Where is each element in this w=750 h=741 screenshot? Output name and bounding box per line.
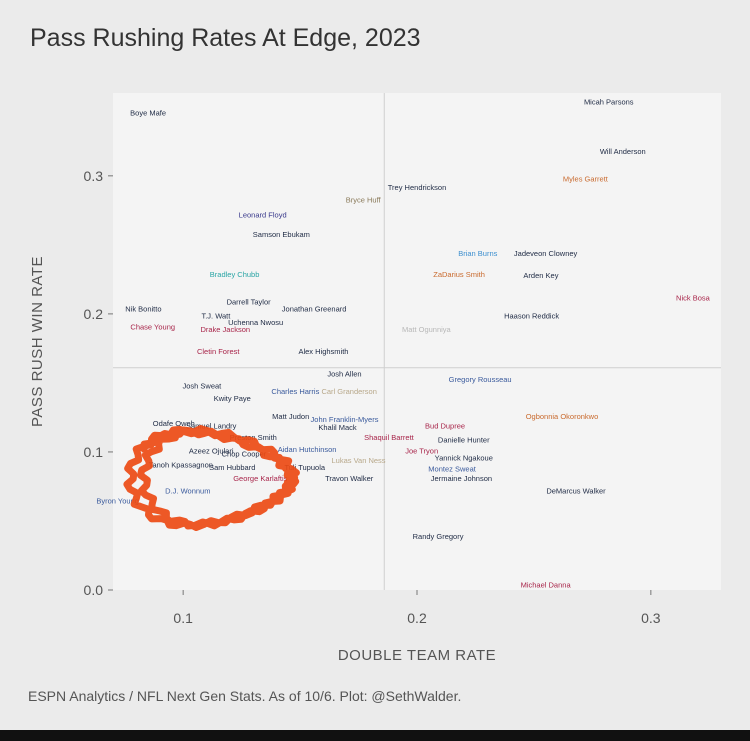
- player-label: Azeez Ojulari: [189, 447, 234, 456]
- x-tick-label: 0.3: [641, 610, 661, 626]
- player-label: Joe Tryon: [405, 447, 438, 456]
- player-label: Yannick Ngakoue: [435, 453, 493, 462]
- player-label: Matt Ogunniya: [402, 325, 452, 334]
- chart-title: Pass Rushing Rates At Edge, 2023: [30, 24, 421, 52]
- player-label: Nick Bosa: [676, 293, 711, 302]
- reference-lines: [113, 93, 721, 590]
- player-label: Samson Ebukam: [253, 230, 310, 239]
- player-label: Chase Young: [130, 322, 175, 331]
- player-label: Trey Hendrickson: [388, 183, 447, 192]
- player-label: Brian Burns: [458, 249, 497, 258]
- player-label: Darrell Taylor: [227, 297, 272, 306]
- player-label: Boye Mafe: [130, 108, 166, 117]
- player-label: Alex Highsmith: [298, 347, 348, 356]
- player-label: Carl Granderson: [321, 387, 376, 396]
- player-label: Josh Allen: [327, 369, 361, 378]
- player-label: Uchenna Nwosu: [228, 318, 283, 327]
- y-tick-label: 0.1: [84, 444, 104, 460]
- player-label: T.J. Watt: [201, 311, 231, 320]
- player-label: ZaDarius Smith: [433, 270, 485, 279]
- x-axis-label: DOUBLE TEAM RATE: [338, 647, 496, 664]
- player-label: Michael Danna: [521, 580, 572, 589]
- bottom-bar: [0, 730, 750, 741]
- player-label: Montez Sweat: [428, 465, 476, 474]
- y-axis: 0.0 0.1 0.2 0.3: [84, 168, 113, 598]
- player-label: Jermaine Johnson: [431, 474, 492, 483]
- scatter-chart: 0.0 0.1 0.2 0.3 0.1 0.2 0.3 Micah Parsons Boye…: [29, 93, 721, 664]
- x-tick-label: 0.1: [173, 610, 193, 626]
- player-label: Gregory Rousseau: [449, 375, 512, 384]
- player-label: Bradley Chubb: [210, 270, 260, 279]
- player-label: Travon Walker: [325, 474, 374, 483]
- player-label: Myles Garrett: [563, 175, 609, 184]
- player-label: Haason Reddick: [504, 311, 559, 320]
- player-label: Tuli Tupuola: [284, 463, 325, 472]
- x-tick-label: 0.2: [407, 610, 427, 626]
- player-label: Cletin Forest: [197, 347, 240, 356]
- player-label: Chop Cooper: [222, 449, 267, 458]
- player-label: Lukas Van Ness: [332, 456, 386, 465]
- player-label: Danielle Hunter: [438, 436, 490, 445]
- player-label: Ogbonnia Okoronkwo: [526, 412, 599, 421]
- player-label: Shaquil Barrett: [364, 433, 415, 442]
- player-label: George Karlaftis: [233, 474, 287, 483]
- y-tick-label: 0.2: [84, 306, 104, 322]
- player-label: Aidan Hutchinson: [278, 445, 337, 454]
- player-label: Kwity Paye: [214, 394, 251, 403]
- player-label: Sam Hubbard: [209, 463, 255, 472]
- player-label: Samuel Landry: [186, 422, 237, 431]
- player-label: Matt Judon: [272, 412, 309, 421]
- player-label: Micah Parsons: [584, 97, 634, 106]
- source-caption: ESPN Analytics / NFL Next Gen Stats. As …: [28, 688, 462, 704]
- player-label: Byron Young: [96, 496, 139, 505]
- y-tick-label: 0.0: [84, 582, 104, 598]
- hand-drawn-circle-annotation: [123, 425, 300, 531]
- player-label: Randy Gregory: [413, 532, 464, 541]
- player-label: DeMarcus Walker: [546, 487, 606, 496]
- player-label: Arden Key: [523, 271, 558, 280]
- player-label: Jadeveon Clowney: [514, 249, 578, 258]
- player-label: Bryce Huff: [346, 195, 382, 204]
- player-label: D.J. Wonnum: [165, 487, 210, 496]
- player-label: Khalil Mack: [318, 423, 357, 432]
- player-labels: Micah Parsons Boye Mafe Will Anderson Myles…: [96, 97, 710, 589]
- player-label: Leonard Floyd: [239, 210, 287, 219]
- player-label: Drake Jackson: [200, 325, 250, 334]
- player-label: Will Anderson: [600, 147, 646, 156]
- player-label: Tanoh Kpassagnon: [149, 460, 213, 469]
- player-label: Preston Smith: [230, 433, 277, 442]
- player-label: Josh Sweat: [182, 382, 222, 391]
- x-axis: 0.1 0.2 0.3: [173, 590, 661, 626]
- player-label: Odafe Oweh: [153, 419, 195, 428]
- y-tick-label: 0.3: [84, 168, 104, 184]
- player-label: Nik Bonitto: [125, 304, 161, 313]
- player-label: Jonathan Greenard: [282, 304, 347, 313]
- player-label: John Franklin-Myers: [311, 415, 379, 424]
- player-label: Bud Dupree: [425, 422, 465, 431]
- player-label: Charles Harris: [271, 387, 319, 396]
- plot-panel: [113, 93, 721, 590]
- y-axis-label: PASS RUSH WIN RATE: [29, 256, 46, 427]
